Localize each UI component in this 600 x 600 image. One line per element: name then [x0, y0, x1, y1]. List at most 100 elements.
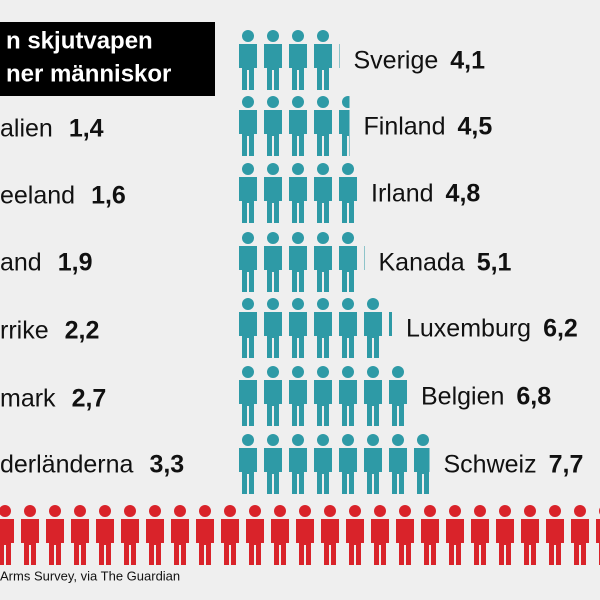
person-icon — [364, 246, 365, 270]
country-label: derländerna — [0, 451, 134, 479]
person-icon — [264, 434, 282, 494]
person-icon — [346, 505, 364, 565]
country-label: Belgien — [421, 383, 504, 411]
value-label: 4,8 — [446, 180, 481, 208]
value-label: 4,5 — [458, 113, 493, 141]
person-icon — [314, 366, 332, 426]
person-icon — [289, 163, 307, 223]
person-icon — [571, 505, 589, 565]
person-icon — [239, 96, 257, 156]
person-icon — [314, 232, 332, 292]
value-label: 2,7 — [72, 385, 107, 413]
source: Arms Survey, via The Guardian — [0, 568, 180, 583]
country-label: Sverige — [354, 47, 439, 75]
person-icon — [446, 505, 464, 565]
person-icon — [289, 30, 307, 90]
pictogram-row — [239, 434, 430, 494]
person-icon — [121, 505, 139, 565]
person-icon — [21, 505, 39, 565]
person-icon — [339, 96, 350, 156]
person-icon — [314, 163, 332, 223]
country-label: Kanada — [379, 249, 465, 277]
person-icon — [239, 434, 257, 494]
person-icon — [46, 505, 64, 565]
person-icon — [314, 30, 332, 90]
country-label: Irland — [371, 180, 434, 208]
value-label: 2,2 — [65, 317, 100, 345]
country-label: eeland — [0, 182, 75, 210]
value-label: 4,1 — [450, 47, 485, 75]
person-icon — [546, 505, 564, 565]
person-icon — [314, 298, 332, 358]
person-icon — [414, 434, 430, 494]
person-icon — [239, 298, 257, 358]
person-icon — [264, 163, 282, 223]
person-icon — [246, 505, 264, 565]
person-icon — [371, 505, 389, 565]
value-label: 3,3 — [149, 451, 184, 479]
person-icon — [146, 505, 164, 565]
value-label: 5,1 — [477, 249, 512, 277]
pictogram-row — [239, 163, 357, 223]
person-icon — [239, 366, 257, 426]
person-icon — [289, 232, 307, 292]
value-label: 1,6 — [91, 182, 126, 210]
pictogram-row — [239, 232, 365, 292]
person-icon — [171, 505, 189, 565]
person-icon — [264, 298, 282, 358]
country-label: Finland — [364, 113, 446, 141]
value-label: 1,4 — [69, 115, 104, 143]
person-icon — [364, 434, 382, 494]
country-label: rrike — [0, 317, 49, 345]
person-icon — [264, 366, 282, 426]
person-icon — [96, 505, 114, 565]
person-icon — [0, 505, 14, 565]
person-icon — [471, 505, 489, 565]
person-icon — [71, 505, 89, 565]
value-label: 6,2 — [543, 315, 578, 343]
person-icon — [239, 30, 257, 90]
person-icon — [339, 163, 357, 223]
pictogram-row — [239, 298, 392, 358]
person-icon — [314, 96, 332, 156]
pictogram-row — [239, 366, 407, 426]
person-icon — [221, 505, 239, 565]
value-label: 6,8 — [516, 383, 551, 411]
red-figure-row — [0, 505, 600, 565]
person-icon — [389, 312, 392, 358]
person-icon — [521, 505, 539, 565]
title-line: ner människor — [6, 60, 171, 87]
person-icon — [289, 96, 307, 156]
person-icon — [196, 505, 214, 565]
title-line: n skjutvapen — [6, 27, 153, 54]
value-label: 7,7 — [549, 451, 584, 479]
person-icon — [396, 505, 414, 565]
person-icon — [289, 298, 307, 358]
country-label: alien — [0, 115, 53, 143]
person-icon — [239, 232, 257, 292]
person-icon — [421, 505, 439, 565]
title-box — [0, 22, 215, 96]
person-icon — [271, 505, 289, 565]
person-icon — [296, 505, 314, 565]
value-label: 1,9 — [58, 249, 93, 277]
person-icon — [496, 505, 514, 565]
person-icon — [339, 298, 357, 358]
person-icon — [339, 366, 357, 426]
person-icon — [321, 505, 339, 565]
country-label: mark — [0, 385, 56, 413]
person-icon — [264, 96, 282, 156]
person-icon — [389, 434, 407, 494]
person-icon — [264, 232, 282, 292]
country-label: and — [0, 249, 42, 277]
person-icon — [339, 232, 357, 292]
person-icon — [364, 366, 382, 426]
person-icon — [289, 366, 307, 426]
person-icon — [314, 434, 332, 494]
person-icon — [339, 434, 357, 494]
person-icon — [239, 163, 257, 223]
person-icon — [364, 298, 382, 358]
person-icon — [339, 44, 340, 68]
pictogram-row — [239, 30, 340, 90]
